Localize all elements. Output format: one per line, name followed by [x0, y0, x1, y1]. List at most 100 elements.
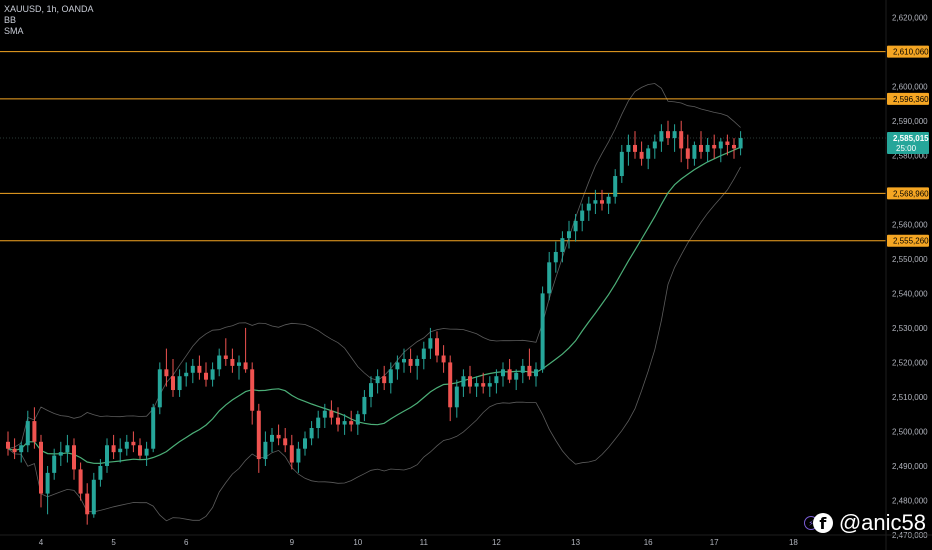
x-tick-label: 13: [571, 538, 580, 547]
candle: [646, 144, 651, 170]
candle: [593, 189, 598, 214]
candle: [382, 365, 387, 391]
candle: [474, 376, 479, 397]
level-price-tag[interactable]: [887, 45, 929, 58]
candlesticks: [6, 120, 743, 525]
candle: [289, 434, 294, 470]
candle-body: [19, 445, 24, 453]
candle-body: [105, 445, 109, 466]
candle-body: [131, 441, 136, 446]
candle: [210, 362, 215, 387]
y-tick-label: 2,560,000: [892, 220, 928, 229]
candle-body: [45, 472, 50, 494]
candle: [184, 362, 189, 387]
level-price-label: 2,596,360: [893, 95, 929, 104]
candle: [619, 144, 624, 183]
candle: [481, 372, 486, 394]
candle-body: [329, 410, 334, 418]
candle-body: [501, 369, 505, 377]
level-price-label: 2,555,260: [893, 237, 929, 246]
candle-body: [435, 338, 439, 356]
x-tick-label: 4: [39, 538, 44, 547]
candle: [626, 134, 631, 166]
candle-body: [65, 445, 70, 453]
candle: [164, 348, 169, 387]
candle-body: [375, 376, 380, 384]
candle-body: [250, 369, 255, 411]
level-price-tag[interactable]: [887, 92, 929, 105]
countdown-label: 25:00: [896, 144, 917, 153]
y-tick-label: 2,540,000: [892, 289, 928, 298]
level-price-label: 2,568,960: [893, 189, 929, 198]
y-tick-label: 2,580,000: [892, 151, 928, 160]
price-axis[interactable]: 2,620,000 2,600,000 2,590,000 2,580,000 2,56…: [885, 0, 932, 550]
candle-body: [382, 376, 387, 384]
candle-body: [666, 131, 670, 139]
candle: [204, 362, 208, 387]
candle: [454, 379, 459, 418]
candle: [573, 214, 578, 242]
candle: [303, 431, 307, 456]
candle-body: [210, 369, 215, 380]
x-tick-label: 18: [789, 538, 798, 547]
candle-body: [468, 376, 472, 387]
symbol-label[interactable]: XAUUSD, 1h, OANDA: [4, 4, 94, 14]
candle-body: [520, 365, 525, 373]
time-axis[interactable]: 4 5 6 9 10 11 12 13 16 17 18: [0, 534, 932, 547]
candle-body: [32, 421, 37, 442]
sma-indicator-label[interactable]: SMA: [4, 26, 24, 36]
candle-body: [454, 386, 459, 408]
y-tick-label: 2,480,000: [892, 496, 928, 505]
watermark-handle: @anic58: [838, 510, 926, 535]
bb-upper-band: [7, 83, 741, 450]
level-price-tag[interactable]: [887, 187, 929, 200]
candle-body: [52, 455, 57, 473]
candle: [283, 428, 288, 453]
candle-body: [303, 438, 307, 449]
candle: [52, 448, 57, 480]
candle: [329, 400, 334, 425]
horizontal-levels: [0, 51, 886, 242]
candle: [560, 231, 565, 263]
candle-body: [415, 358, 420, 366]
candle-body: [98, 465, 103, 480]
candle-body: [355, 414, 360, 425]
candle-body: [448, 362, 453, 408]
candle: [580, 203, 585, 232]
level-price-tag[interactable]: [887, 234, 929, 247]
last-price-tag[interactable]: [887, 132, 929, 155]
candle: [395, 355, 400, 380]
candle-body: [362, 396, 367, 415]
candle: [230, 348, 235, 373]
candle: [237, 355, 241, 380]
candle: [408, 348, 413, 373]
candle: [190, 358, 195, 384]
candle: [151, 403, 156, 453]
candle: [725, 134, 730, 156]
candle-body: [322, 410, 327, 418]
candle-body: [547, 262, 552, 294]
candle-body: [567, 231, 571, 239]
candle: [39, 434, 43, 508]
candle-body: [692, 144, 697, 159]
candle-body: [190, 365, 195, 373]
candle-body: [659, 131, 664, 142]
candle-body: [487, 383, 492, 387]
candle: [732, 138, 736, 159]
x-tick-label: 10: [353, 538, 362, 547]
candle: [639, 141, 644, 166]
level-price-label: 2,610,060: [893, 48, 929, 57]
candle-body: [223, 355, 228, 359]
candle: [98, 459, 103, 487]
y-tick-label: 2,530,000: [892, 324, 928, 333]
candle: [105, 438, 109, 473]
candle-body: [243, 362, 248, 370]
candle: [12, 438, 17, 460]
candle-body: [619, 151, 624, 177]
candle-body: [138, 445, 142, 456]
candle-body: [342, 421, 347, 425]
bb-indicator-label[interactable]: BB: [4, 15, 17, 25]
last-price-label: 2,585,015: [893, 134, 929, 143]
candle: [441, 345, 446, 373]
